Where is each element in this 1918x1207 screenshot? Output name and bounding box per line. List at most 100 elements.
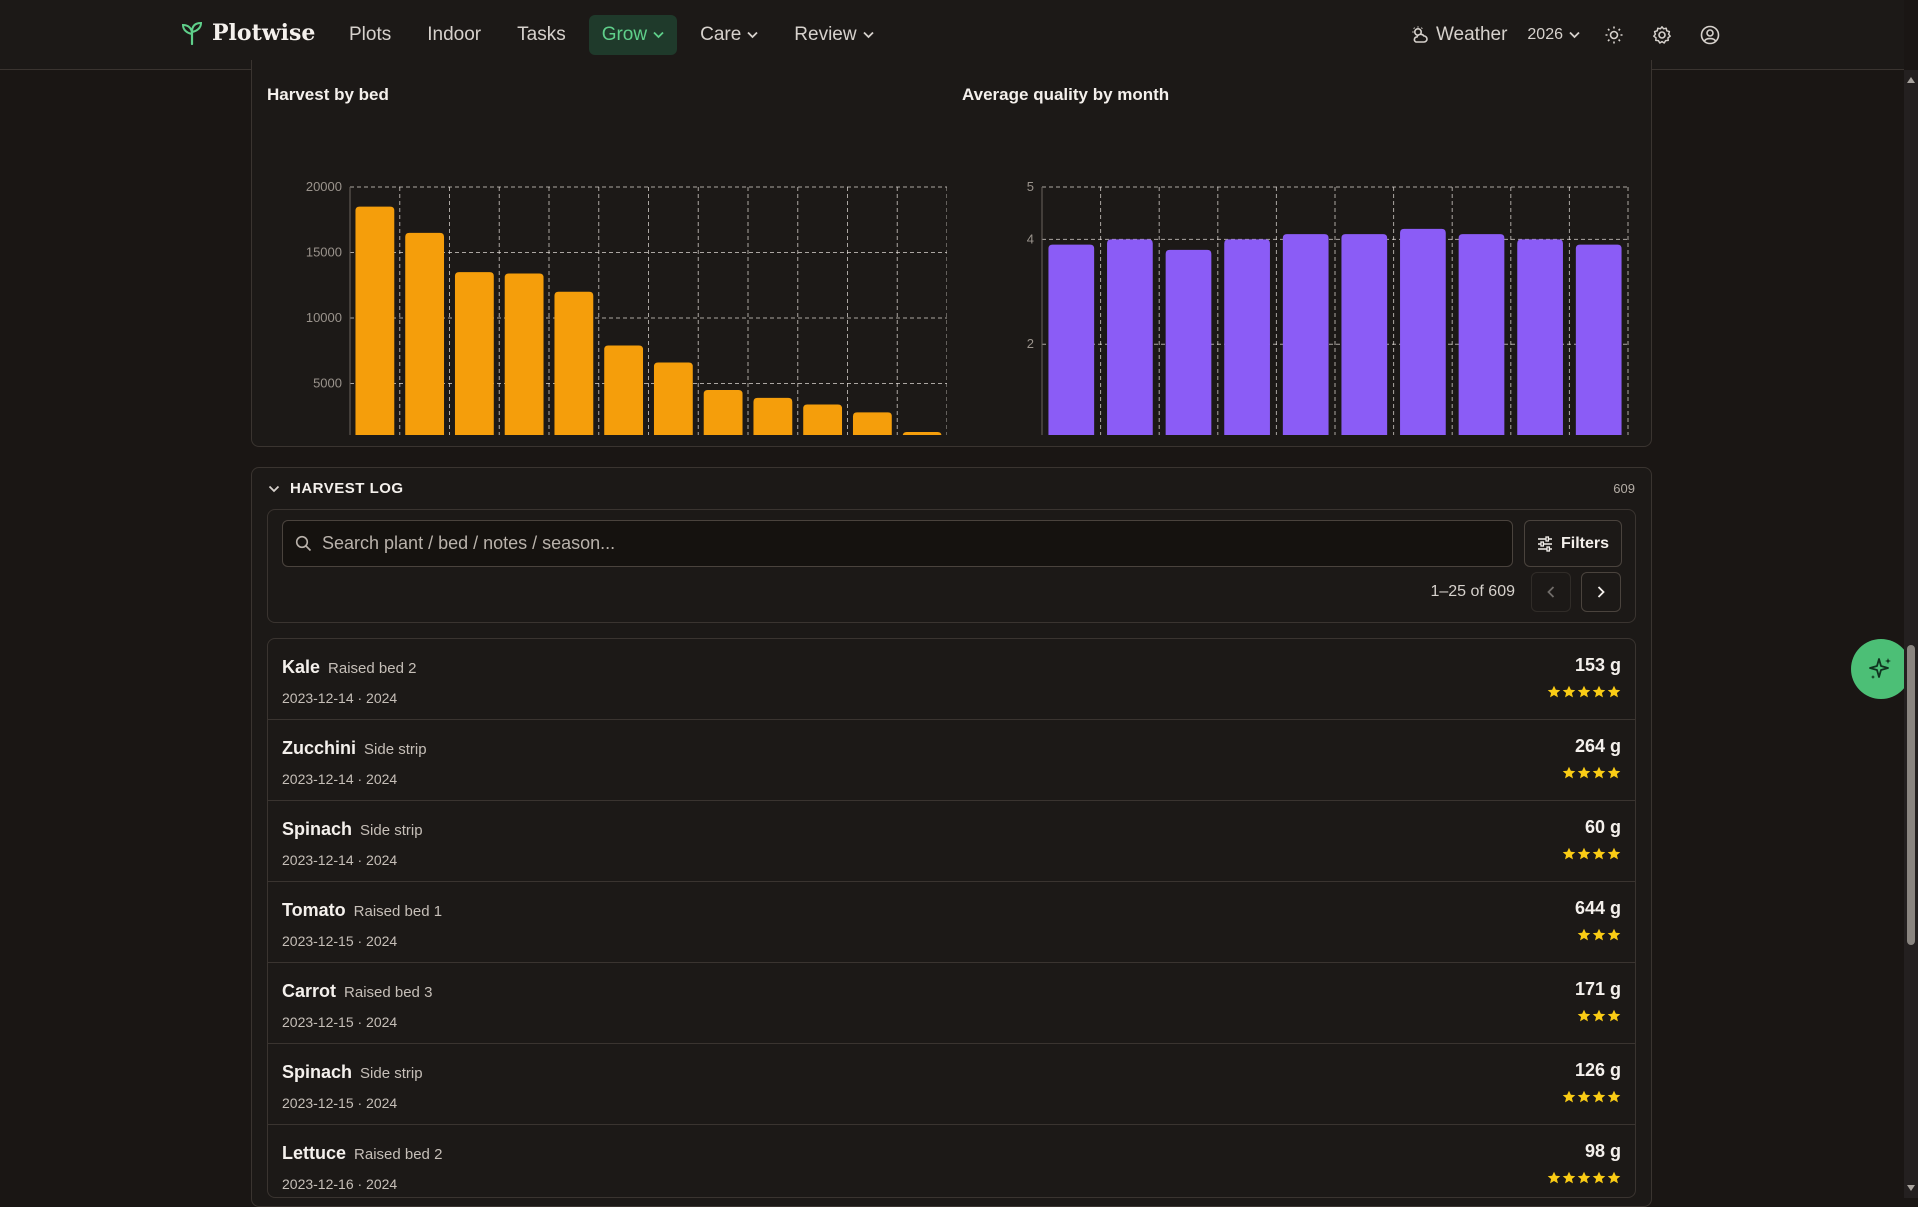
assistant-fab-button[interactable] (1851, 639, 1911, 699)
bar[interactable] (1458, 234, 1505, 435)
bed-name: Side strip (364, 741, 427, 758)
scrollbar-thumb[interactable] (1907, 645, 1915, 945)
bar[interactable] (355, 206, 395, 435)
theme-toggle-button[interactable] (1600, 15, 1628, 55)
bar[interactable] (1517, 239, 1563, 435)
star-icon (1592, 1090, 1606, 1103)
nav-plots[interactable]: Plots (336, 15, 404, 55)
chevron-right-icon (1597, 586, 1605, 598)
harvest-date-season: 2023-12-14 · 2024 (282, 852, 398, 868)
bar[interactable] (405, 232, 445, 435)
list-item[interactable]: Tomato Raised bed 1 2023-12-15 · 2024 644… (268, 882, 1635, 963)
list-item[interactable]: Zucchini Side strip 2023-12-14 · 2024 264… (268, 720, 1635, 801)
account-button[interactable] (1696, 15, 1724, 55)
nav-care[interactable]: Care (687, 15, 771, 55)
next-page-button[interactable] (1581, 572, 1621, 612)
scroll-up-arrow-icon[interactable] (1906, 76, 1916, 84)
bar[interactable] (902, 431, 942, 435)
list-item[interactable]: Spinach Side strip 2023-12-15 · 2024 126 … (268, 1044, 1635, 1125)
sun-icon (1605, 26, 1623, 44)
bar[interactable] (554, 291, 594, 435)
nav-label: Care (700, 24, 742, 45)
list-item[interactable]: Kale Raised bed 2 2023-12-14 · 2024 153 g (268, 639, 1635, 720)
star-rating (1577, 928, 1621, 942)
bar[interactable] (1575, 244, 1622, 435)
harvest-date-season: 2023-12-15 · 2024 (282, 933, 398, 949)
star-icon (1562, 847, 1576, 860)
bar[interactable] (753, 397, 793, 435)
bar[interactable] (852, 412, 892, 435)
nav-tasks[interactable]: Tasks (504, 15, 579, 55)
star-icon (1562, 1090, 1576, 1103)
plant-label: Zucchini (282, 738, 357, 758)
bar[interactable] (1341, 234, 1388, 435)
brand[interactable]: Plotwise (182, 20, 315, 46)
star-icon (1607, 766, 1621, 779)
star-icon (1592, 766, 1606, 779)
bed-name: Raised bed 2 (354, 1146, 443, 1163)
star-icon (1607, 1009, 1621, 1022)
harvest-log-count: 609 (1613, 481, 1635, 496)
nav-indoor[interactable]: Indoor (414, 15, 494, 55)
bar[interactable] (1224, 239, 1270, 435)
bed-name: Side strip (360, 1065, 423, 1082)
star-icon (1607, 1171, 1621, 1184)
bar[interactable] (454, 272, 494, 435)
bar[interactable] (504, 273, 544, 435)
search-field[interactable] (282, 520, 1513, 567)
bar[interactable] (1165, 249, 1212, 435)
harvest-log-toggle[interactable]: HARVEST LOG (268, 480, 404, 497)
star-icon (1607, 685, 1621, 698)
star-icon (1592, 928, 1606, 941)
plant-label: Carrot (282, 981, 337, 1001)
star-rating (1562, 847, 1621, 861)
search-input[interactable] (322, 533, 1502, 554)
harvest-date-season: 2023-12-16 · 2024 (282, 1176, 398, 1192)
weather-label: Weather (1435, 24, 1508, 45)
bar[interactable] (604, 345, 644, 435)
bar[interactable] (803, 404, 843, 435)
bar[interactable] (1400, 228, 1446, 435)
settings-button[interactable] (1648, 15, 1676, 55)
header-tools: Weather 2026 (1410, 15, 1724, 55)
star-rating (1547, 1171, 1621, 1185)
pagination: 1–25 of 609 (1430, 572, 1621, 612)
y-tick-label: 2 (1027, 336, 1034, 351)
harvest-date-season: 2023-12-14 · 2024 (282, 771, 398, 787)
star-icon (1577, 1090, 1591, 1103)
filters-button[interactable]: Filters (1524, 520, 1622, 567)
top-navigation-bar: Plotwise Plots Indoor Tasks Grow Care Re… (0, 0, 1904, 70)
list-item[interactable]: Spinach Side strip 2023-12-14 · 2024 60 g (268, 801, 1635, 882)
bar[interactable] (1048, 244, 1095, 435)
bar[interactable] (703, 390, 743, 435)
sprout-icon (182, 21, 202, 45)
nav-review[interactable]: Review (781, 15, 886, 55)
harvest-weight: 644 g (1574, 898, 1621, 918)
harvest-weight: 60 g (1584, 817, 1621, 837)
star-icon (1592, 685, 1606, 698)
star-rating (1562, 1090, 1621, 1104)
bar[interactable] (653, 362, 693, 435)
y-tick-label: 5 (1027, 179, 1034, 194)
star-rating (1577, 1009, 1621, 1023)
weather-button[interactable]: Weather (1410, 15, 1507, 55)
bar[interactable] (1107, 239, 1153, 435)
star-rating (1547, 685, 1621, 699)
plant-name: Kale Raised bed 2 (282, 657, 416, 678)
list-item[interactable]: Carrot Raised bed 3 2023-12-15 · 2024 171… (268, 963, 1635, 1044)
chevron-down-icon (268, 485, 280, 492)
star-icon (1592, 1009, 1606, 1022)
y-tick-label: 4 (1027, 231, 1034, 246)
charts-panel: Harvest by bed 05000100001500020000Raise… (251, 60, 1652, 447)
scroll-down-arrow-icon[interactable] (1906, 1184, 1916, 1192)
quality-by-month-chart: 02452023-122024-012024-022024-032024-122… (1027, 179, 1629, 435)
gear-icon (1653, 26, 1671, 44)
nav-grow[interactable]: Grow (588, 15, 678, 55)
bar[interactable] (1282, 234, 1329, 435)
harvest-weight: 126 g (1574, 1060, 1621, 1080)
page-scrollbar[interactable] (1904, 70, 1918, 1198)
star-icon (1607, 1090, 1621, 1103)
year-select[interactable]: 2026 (1527, 15, 1580, 55)
prev-page-button[interactable] (1531, 572, 1571, 612)
list-item[interactable]: Lettuce Raised bed 2 2023-12-16 · 2024 98… (268, 1125, 1635, 1197)
